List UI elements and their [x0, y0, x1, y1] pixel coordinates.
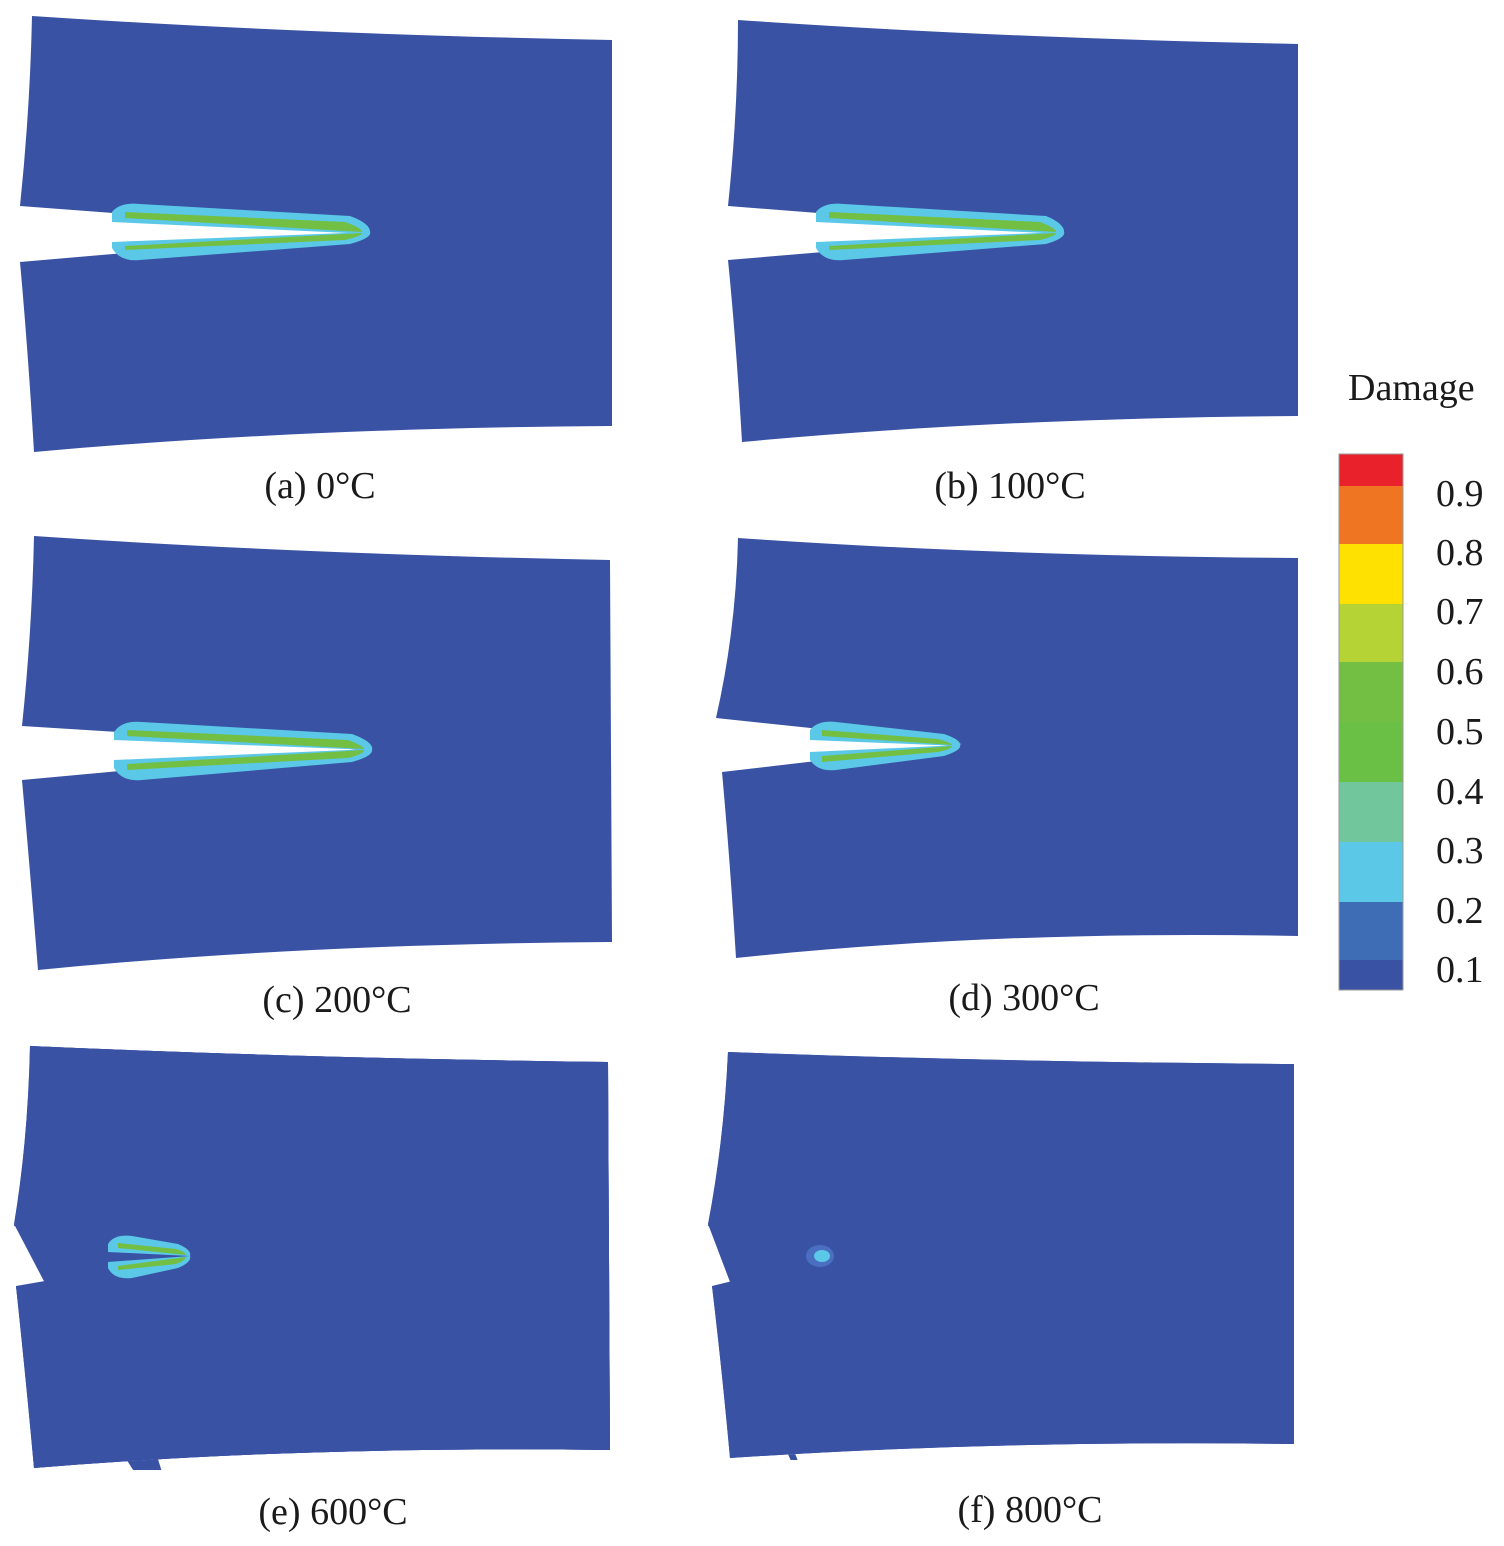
panel-e-body-clean	[14, 1046, 610, 1468]
colorbar-band-3	[1339, 842, 1403, 902]
panel-d-damage-upper-inner	[822, 730, 952, 745]
panel-b-specimen	[728, 20, 1298, 442]
legend-tick-0-3: 0.3	[1436, 830, 1484, 872]
colorbar	[1338, 453, 1404, 991]
colorbar-band-1	[1339, 960, 1403, 990]
panel-a-specimen	[20, 16, 612, 452]
panel-b-damage-upper-inner	[829, 212, 1056, 232]
panel-f-blank-fix	[700, 1460, 1320, 1546]
legend-tick-0-8: 0.8	[1436, 532, 1484, 574]
caption-panel-c: (c) 200°C	[262, 979, 412, 1021]
legend-tick-0-2: 0.2	[1436, 890, 1484, 932]
panel-c-damage-lower-inner	[127, 750, 364, 770]
panel-f-damage-tip-inner	[814, 1250, 830, 1262]
colorbar-band-10	[1339, 454, 1403, 486]
colorbar-band-8	[1339, 544, 1403, 604]
legend-tick-0-6: 0.6	[1436, 651, 1484, 693]
panel-a-damage-upper-inner	[125, 212, 362, 232]
colorbar-band-2	[1339, 902, 1403, 960]
caption-panel-e: (e) 600°C	[258, 1491, 408, 1533]
panel-e-damage-upper-inner	[118, 1243, 186, 1255]
colorbar-band-9	[1339, 486, 1403, 544]
colorbar-border	[1338, 453, 1404, 991]
colorbar-band-5	[1339, 722, 1403, 782]
panel-f-body-clean	[708, 1052, 1294, 1458]
panel-d-body	[716, 538, 1298, 958]
legend-title: Damage	[1348, 367, 1475, 409]
panel-b-body	[728, 20, 1298, 442]
panel-c-body	[22, 536, 612, 970]
legend-tick-0-4: 0.4	[1436, 771, 1484, 813]
colorbar-band-4	[1339, 782, 1403, 842]
panel-d-damage-lower-inner	[822, 746, 952, 762]
panel-f-notched	[700, 1052, 1320, 1546]
panel-c-specimen	[22, 536, 612, 970]
caption-panel-f: (f) 800°C	[957, 1489, 1103, 1531]
panel-e-damage-lower-inner	[118, 1257, 186, 1270]
legend-tick-0-7: 0.7	[1436, 591, 1484, 633]
colorbar-band-6	[1339, 662, 1403, 722]
colorbar-band-7	[1339, 604, 1403, 662]
panel-b-damage-lower-inner	[829, 233, 1056, 250]
caption-panel-a: (a) 0°C	[264, 465, 376, 507]
caption-panel-d: (d) 300°C	[948, 977, 1100, 1019]
legend-tick-0-9: 0.9	[1436, 473, 1484, 515]
panel-e-notched	[0, 1046, 620, 1546]
legend-tick-0-1: 0.1	[1436, 949, 1484, 991]
panel-c-damage-upper-inner	[127, 730, 364, 749]
panel-d-specimen	[716, 538, 1298, 958]
panel-a-body	[20, 16, 612, 452]
panel-e-blank-fix	[0, 1470, 620, 1546]
legend-tick-0-5: 0.5	[1436, 711, 1484, 753]
panel-a-damage-lower-inner	[125, 233, 362, 250]
caption-panel-b: (b) 100°C	[934, 465, 1086, 507]
